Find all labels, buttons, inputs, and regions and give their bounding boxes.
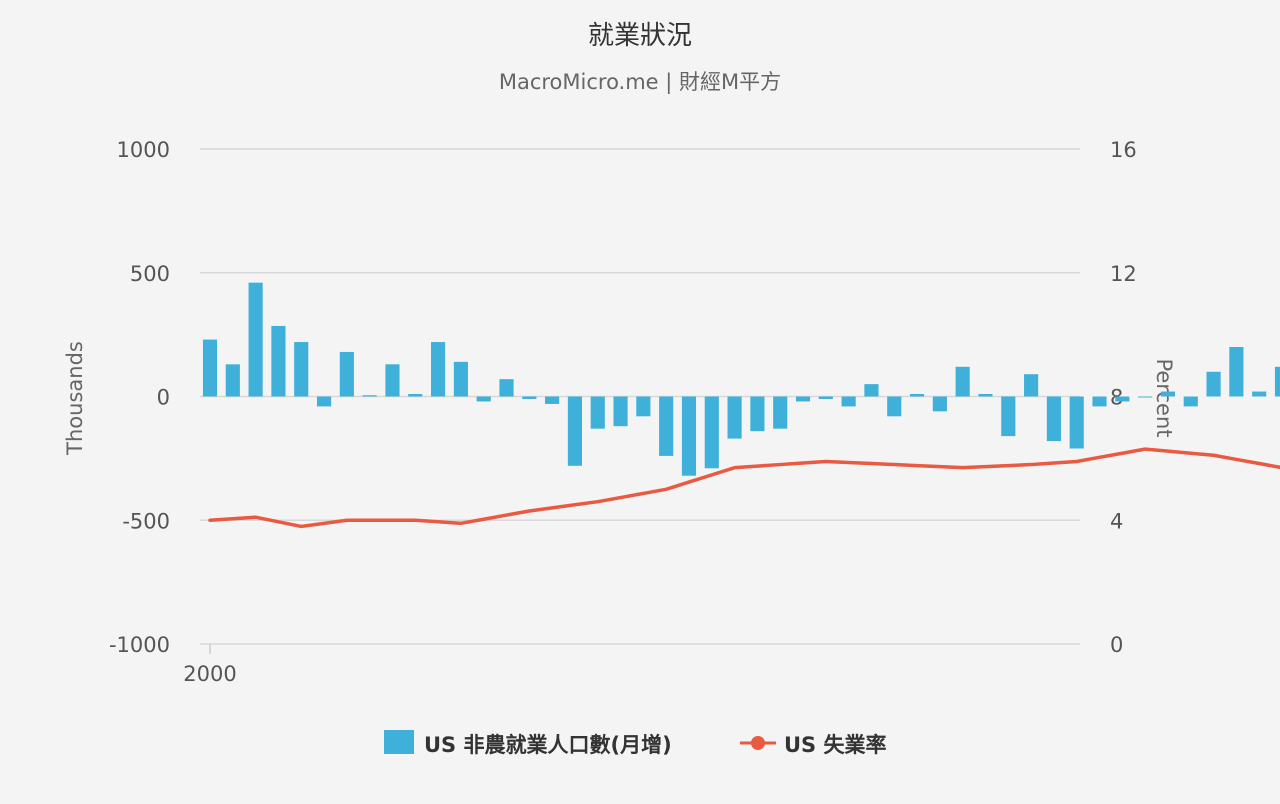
payrolls-bar xyxy=(727,396,742,439)
unemployment-line xyxy=(208,447,1280,529)
payrolls-bar xyxy=(978,394,993,397)
payrolls-bar xyxy=(1092,396,1107,407)
payrolls-bar xyxy=(1206,371,1221,397)
payrolls-bar xyxy=(704,396,719,469)
payrolls-bar xyxy=(818,396,833,399)
payrolls-bar xyxy=(567,396,582,466)
bar-series-nonfarm-payrolls xyxy=(202,282,1280,476)
payrolls-bar xyxy=(408,394,423,397)
x-tick-label: 2000 xyxy=(183,662,236,686)
line-series-unemployment-rate xyxy=(208,447,1280,529)
payrolls-bar xyxy=(225,364,240,397)
payrolls-bar xyxy=(1138,396,1153,398)
legend-label-unemployment: US 失業率 xyxy=(784,733,887,757)
payrolls-bar xyxy=(1069,396,1084,449)
right-tick-label: 12 xyxy=(1110,262,1137,286)
left-tick-label: -1000 xyxy=(109,633,170,657)
payrolls-bar xyxy=(909,394,925,397)
left-tick-label: 500 xyxy=(130,262,170,286)
legend-item-payrolls[interactable]: US 非農就業人口數(月增) xyxy=(384,730,672,757)
chart-legend: US 非農就業人口數(月增) US 失業率 xyxy=(384,730,887,757)
payrolls-bar xyxy=(476,396,491,402)
payrolls-bar xyxy=(339,351,354,397)
payrolls-bar xyxy=(202,339,218,397)
payrolls-bar xyxy=(955,366,970,397)
payrolls-bar xyxy=(1024,374,1039,397)
payrolls-bar xyxy=(887,396,902,417)
right-tick-label: 0 xyxy=(1110,633,1123,657)
left-tick-label: -500 xyxy=(122,509,170,533)
payrolls-bar xyxy=(932,396,947,412)
payrolls-bar xyxy=(431,342,446,397)
payrolls-bar xyxy=(499,379,514,397)
payrolls-bar xyxy=(681,396,697,476)
chart-subtitle: MacroMicro.me | 財經M平方 xyxy=(499,70,781,95)
legend-item-unemployment[interactable]: US 失業率 xyxy=(740,733,887,757)
chart-title: 就業狀況 xyxy=(588,21,692,51)
payrolls-bar xyxy=(294,342,309,397)
payrolls-bar xyxy=(1160,391,1176,397)
payrolls-bar xyxy=(453,361,468,397)
payrolls-bar xyxy=(385,364,400,397)
right-tick-label: 4 xyxy=(1110,509,1123,533)
payrolls-bar xyxy=(271,325,286,397)
payrolls-bar xyxy=(795,396,811,402)
x-axis-tick-labels: 2000200520102015 xyxy=(183,644,237,686)
legend-swatch-bar xyxy=(384,730,414,754)
payrolls-bar xyxy=(362,395,377,397)
left-tick-label: 1000 xyxy=(117,138,170,162)
payrolls-bar xyxy=(590,396,605,429)
payrolls-bar xyxy=(613,396,628,427)
left-tick-label: 0 xyxy=(157,386,170,410)
right-axis-title: Percent xyxy=(1152,358,1176,437)
payrolls-bar xyxy=(1183,396,1198,407)
payrolls-bar xyxy=(522,396,537,399)
payrolls-bar xyxy=(659,396,674,456)
payrolls-bar xyxy=(316,396,332,407)
payrolls-bar xyxy=(545,396,560,404)
payrolls-bar xyxy=(1001,396,1016,437)
payrolls-bar xyxy=(1274,366,1280,397)
payrolls-bar xyxy=(636,396,651,417)
left-axis-tick-labels: -1000 -500 0 500 1000 xyxy=(109,138,170,657)
payrolls-bar xyxy=(841,396,856,407)
payrolls-bar xyxy=(773,396,788,429)
payrolls-bar xyxy=(1229,347,1244,397)
payrolls-bar xyxy=(864,384,879,397)
payrolls-bar xyxy=(1115,396,1130,402)
right-tick-label: 16 xyxy=(1110,138,1137,162)
right-axis-tick-labels: 0481216 xyxy=(1110,138,1137,657)
payrolls-bar xyxy=(248,282,263,397)
left-axis-title: Thousands xyxy=(63,341,87,456)
payrolls-bar xyxy=(750,396,765,432)
payrolls-bar xyxy=(1046,396,1061,442)
legend-label-payrolls: US 非農就業人口數(月增) xyxy=(424,733,672,757)
payrolls-bar xyxy=(1252,391,1267,397)
legend-swatch-marker xyxy=(751,736,765,750)
